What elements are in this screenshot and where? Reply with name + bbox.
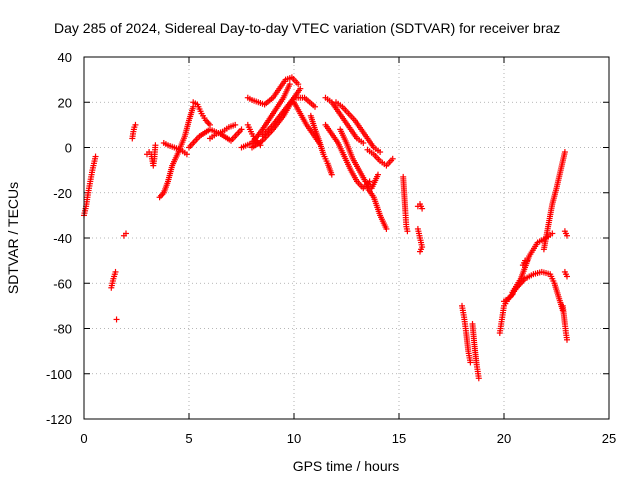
data-point (92, 153, 99, 160)
data-point (132, 121, 139, 128)
data-point (417, 248, 423, 255)
x-tick-label: 10 (287, 431, 301, 446)
data-point (549, 230, 556, 237)
data-point (389, 155, 396, 162)
data-point (383, 225, 390, 232)
data-point (232, 121, 239, 128)
data-point (152, 142, 159, 149)
plot-frame (83, 56, 610, 420)
data-point (375, 171, 381, 178)
data-point (404, 228, 411, 235)
data-point (238, 126, 245, 133)
x-tick-label: 20 (497, 431, 511, 446)
data-point (123, 230, 129, 237)
tick-labels: 0 5 10 15 20 25 -120 -100 -80 -60 -40 -20 0 20 40 (46, 50, 616, 446)
chart-title: Day 285 of 2024, Sidereal Day-to-day VTE… (54, 20, 560, 36)
y-tick-label: 0 (65, 141, 72, 156)
data-point (286, 81, 293, 88)
y-tick-label: 20 (58, 95, 72, 110)
y-tick-label: -120 (46, 412, 72, 427)
data-points (81, 74, 570, 382)
y-tick-label: 40 (58, 50, 72, 65)
data-point (564, 336, 570, 343)
data-point (475, 375, 482, 382)
data-point (112, 268, 119, 275)
y-tick-label: -100 (46, 367, 72, 382)
data-point (295, 81, 302, 88)
y-tick-label: -20 (53, 186, 72, 201)
x-tick-label: 0 (80, 431, 87, 446)
data-point (564, 232, 570, 239)
data-point (467, 359, 474, 366)
data-point (328, 171, 335, 178)
data-point (312, 103, 318, 110)
x-tick-label: 15 (392, 431, 406, 446)
y-tick-label: -80 (53, 322, 72, 337)
x-tick-label: 5 (185, 431, 192, 446)
data-point (377, 149, 384, 156)
y-axis-label: SDTVAR / TECUs (5, 182, 21, 294)
data-point (561, 149, 568, 156)
data-point (113, 316, 120, 323)
y-tick-label: -60 (53, 276, 72, 291)
data-point (419, 205, 426, 212)
x-tick-label: 25 (602, 431, 616, 446)
data-point (524, 257, 531, 264)
data-point (360, 139, 367, 146)
data-point (564, 273, 570, 280)
data-point (183, 151, 190, 158)
y-tick-label: -40 (53, 231, 72, 246)
data-point (297, 85, 304, 92)
x-axis-label: GPS time / hours (293, 458, 400, 474)
